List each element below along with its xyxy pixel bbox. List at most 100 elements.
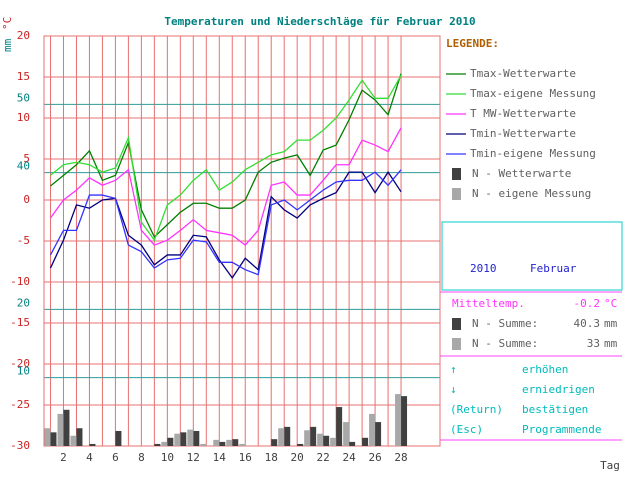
precip-bar — [187, 429, 194, 446]
y-tick-label: 20 — [17, 29, 30, 42]
control-action: bestätigen — [522, 403, 588, 416]
x-axis-label: Tag — [600, 459, 620, 472]
y2-tick-label: 20 — [17, 296, 30, 309]
legend-label: Tmax-Wetterwarte — [470, 67, 576, 80]
period-year: 2010 — [470, 262, 497, 275]
precip-bar — [161, 441, 168, 446]
x-tick-label: 14 — [213, 451, 227, 464]
precip-bar — [57, 413, 64, 446]
precip-bar — [200, 443, 207, 446]
precip-bar — [213, 439, 220, 446]
temperature-line — [49, 169, 402, 276]
x-tick-label: 20 — [291, 451, 304, 464]
temperature-line — [50, 75, 402, 242]
precip-bar — [304, 430, 311, 446]
precip-bar — [167, 437, 174, 446]
y-tick-label: 5 — [23, 152, 30, 165]
stat-value: 33 — [587, 337, 600, 350]
precip-bar — [271, 439, 278, 446]
precip-bar — [70, 435, 77, 446]
x-tick-label: 4 — [86, 451, 93, 464]
precip-bar — [317, 433, 324, 446]
legend-swatch — [452, 188, 461, 200]
precip-bar — [297, 443, 304, 446]
y-tick-label: -20 — [10, 357, 30, 370]
precip-bar — [330, 437, 337, 446]
stat-unit: mm — [604, 317, 618, 330]
precip-bar — [232, 439, 239, 446]
x-tick-label: 16 — [239, 451, 252, 464]
precip-bar — [76, 428, 83, 446]
precip-bar — [193, 430, 200, 446]
x-tick-label: 18 — [265, 451, 278, 464]
control-action: erniedrigen — [522, 383, 595, 396]
y2-axis-label: mm — [1, 38, 14, 52]
precip-bar — [89, 443, 96, 446]
x-tick-label: 10 — [161, 451, 174, 464]
temperature-line — [49, 127, 402, 246]
x-tick-label: 26 — [368, 451, 381, 464]
x-tick-label: 2 — [60, 451, 67, 464]
y2-tick-label: 10 — [17, 365, 30, 378]
y-tick-label: 10 — [17, 111, 30, 124]
x-tick-label: 24 — [342, 451, 356, 464]
legend-label: Tmin-eigene Messung — [470, 147, 596, 160]
x-tick-label: 12 — [187, 451, 200, 464]
x-tick-label: 28 — [394, 451, 407, 464]
legend-swatch — [452, 168, 461, 180]
y-tick-label: -5 — [17, 234, 30, 247]
y-tick-label: -25 — [10, 398, 30, 411]
precip-bar — [310, 426, 317, 446]
precip-bar — [349, 441, 356, 446]
legend-title: LEGENDE: — [446, 37, 499, 50]
precip-bar — [50, 432, 57, 446]
precip-bar — [362, 437, 369, 446]
precip-bar — [369, 413, 376, 446]
stat-label: N - Summe: — [472, 317, 538, 330]
x-tick-label: 8 — [138, 451, 145, 464]
precip-bar — [343, 422, 350, 446]
precip-bar — [284, 426, 291, 446]
precip-bar — [323, 435, 330, 446]
legend-label: Tmin-Wetterwarte — [470, 127, 576, 140]
period-month: Februar — [530, 262, 577, 275]
precip-bar — [395, 394, 402, 446]
legend-label: N - Wetterwarte — [472, 167, 571, 180]
control-action: erhöhen — [522, 363, 568, 376]
chart-title: Temperaturen und Niederschläge für Febru… — [164, 15, 475, 28]
precip-bar — [375, 422, 382, 446]
precip-bar — [239, 443, 246, 446]
stat-value: 40.3 — [574, 317, 601, 330]
stat-label: Mitteltemp. — [452, 297, 525, 310]
stat-unit: °C — [604, 297, 617, 310]
precip-bar — [278, 428, 285, 446]
legend-label: Tmax-eigene Messung — [470, 87, 596, 100]
control-key: (Return) — [450, 403, 503, 416]
x-tick-label: 22 — [317, 451, 330, 464]
y-tick-label: -15 — [10, 316, 30, 329]
y-tick-label: 0 — [23, 193, 30, 206]
precip-bar — [219, 441, 226, 446]
temperature-line — [49, 170, 402, 280]
legend-label: T MW-Wetterwarte — [470, 107, 576, 120]
y-axis-label: °C — [1, 17, 14, 30]
y-tick-label: 15 — [17, 70, 30, 83]
x-tick-label: 6 — [112, 451, 119, 464]
precip-bar — [44, 428, 51, 446]
precip-bar — [115, 430, 122, 446]
precip-bar — [63, 409, 70, 446]
stat-swatch — [452, 318, 461, 330]
period-box — [441, 221, 623, 291]
precip-bar — [174, 433, 181, 446]
control-key: ↑ — [450, 363, 457, 376]
stat-swatch — [452, 338, 461, 350]
y-tick-label: -30 — [10, 439, 30, 452]
control-action: Programmende — [522, 423, 601, 436]
y2-tick-label: 40 — [17, 160, 30, 173]
stat-unit: mm — [604, 337, 618, 350]
temperature-line — [50, 73, 402, 238]
precip-bar — [226, 439, 233, 446]
legend-label: N - eigene Messung — [472, 187, 591, 200]
